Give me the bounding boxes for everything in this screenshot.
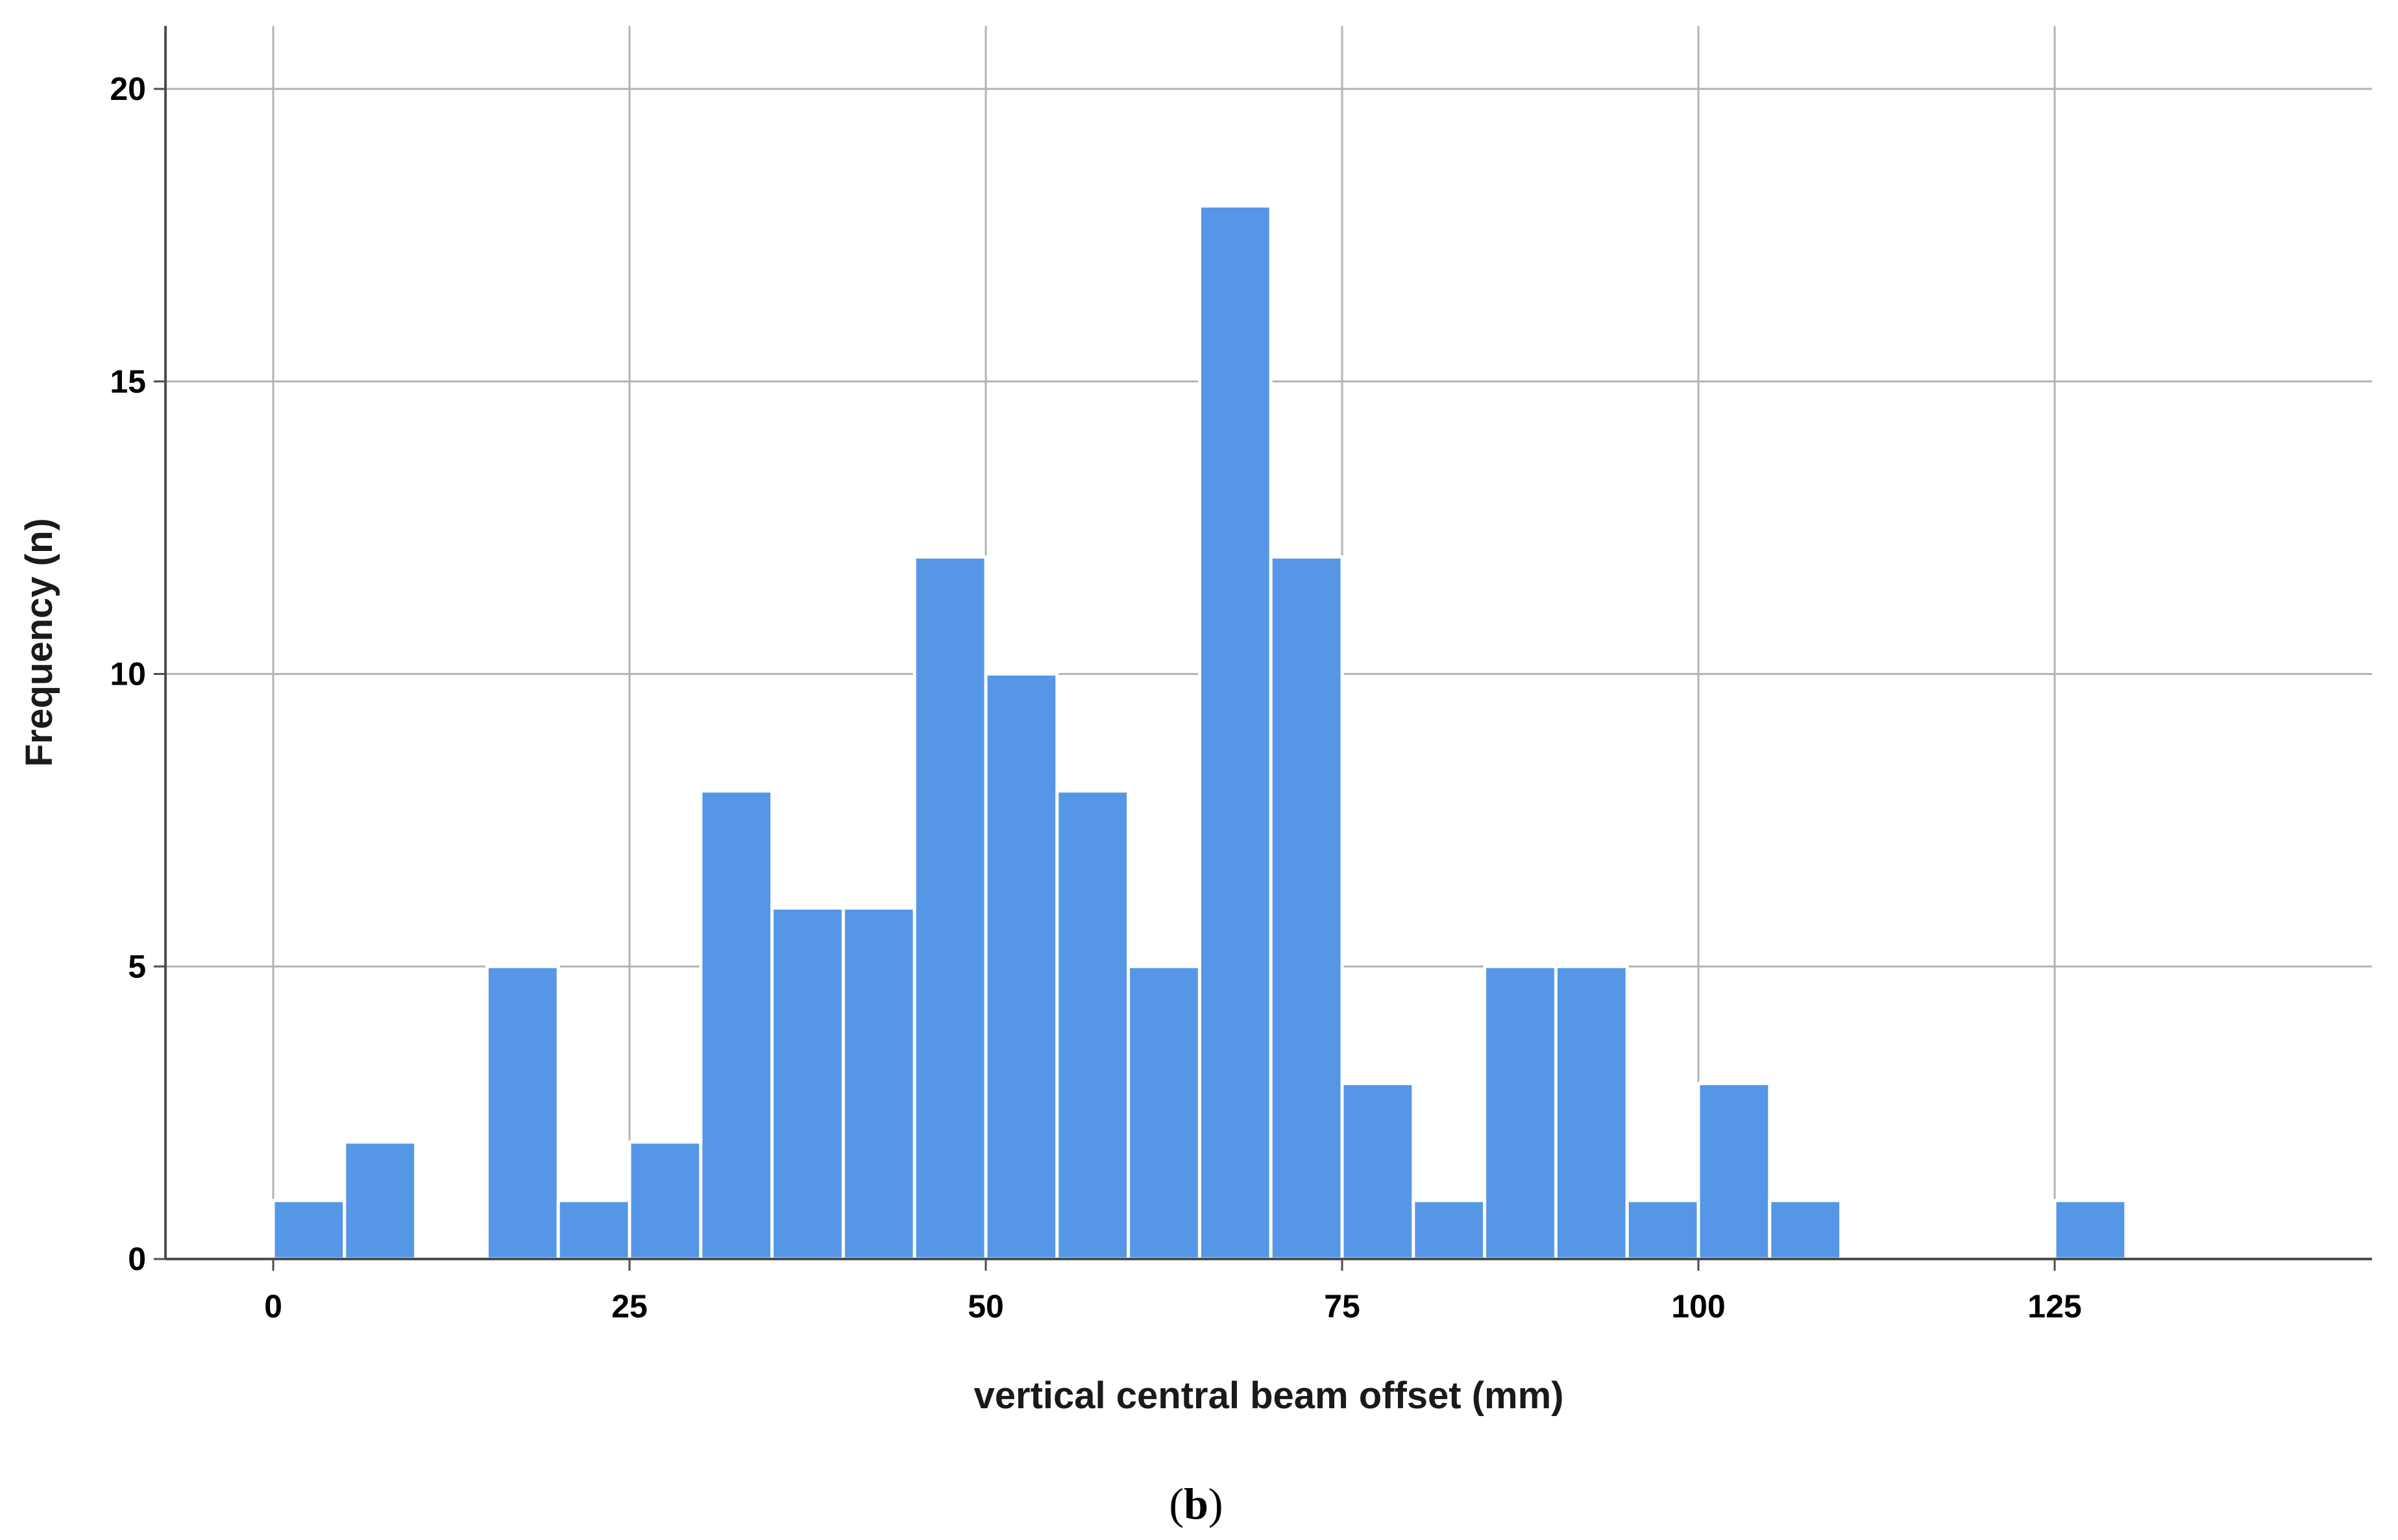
- x-tick-label: 0: [264, 1288, 282, 1325]
- histogram-bar: [485, 964, 560, 1261]
- caption-open-paren: (: [1169, 1479, 1184, 1528]
- histogram-bar: [1055, 789, 1131, 1261]
- x-tick-label: 125: [2027, 1288, 2081, 1325]
- histogram-bar: [1768, 1199, 1843, 1261]
- histogram-bar: [1696, 1082, 1772, 1261]
- x-tick-label: 75: [1324, 1288, 1360, 1325]
- x-tick-label: 25: [611, 1288, 648, 1325]
- histogram-bar: [1269, 555, 1344, 1261]
- histogram-bar: [1483, 964, 1558, 1261]
- histogram-bar: [1340, 1082, 1415, 1261]
- histogram-bar: [841, 906, 916, 1261]
- histogram-bar: [770, 906, 845, 1261]
- y-tick-label: 20: [110, 71, 146, 107]
- histogram-bar: [984, 672, 1059, 1261]
- figure-caption: (b): [1169, 1479, 1223, 1528]
- histogram-bar: [343, 1140, 418, 1261]
- histogram-bar: [699, 789, 774, 1261]
- histogram-bar: [2053, 1199, 2128, 1261]
- histogram-bar: [1127, 964, 1201, 1261]
- chart-axes: [164, 26, 2372, 1260]
- y-tick-label: 0: [128, 1241, 146, 1277]
- y-axis-title: Frequency (n): [18, 518, 60, 767]
- y-tick-label: 10: [110, 656, 146, 692]
- caption-close-paren: ): [1208, 1479, 1223, 1528]
- histogram-bar: [1625, 1199, 1700, 1261]
- y-tick-label: 5: [128, 948, 146, 984]
- caption-letter: b: [1184, 1479, 1208, 1528]
- histogram-bar: [1554, 964, 1629, 1261]
- histogram-bar: [271, 1199, 347, 1261]
- x-tick-label: 50: [968, 1288, 1004, 1325]
- histogram-bar: [556, 1199, 631, 1261]
- x-axis-title: vertical central beam offset (mm): [974, 1375, 1564, 1417]
- histogram-bar: [628, 1140, 703, 1261]
- histogram-bars: [271, 204, 2128, 1261]
- y-tick-label: 15: [110, 363, 146, 400]
- y-axis-ticks: 0 5 10 15 20: [110, 71, 165, 1277]
- x-tick-label: 100: [1671, 1288, 1725, 1325]
- histogram-bar: [1412, 1199, 1487, 1261]
- x-axis-ticks: 0 25 50 75 100 125: [264, 1259, 2082, 1325]
- histogram-bar: [912, 555, 988, 1261]
- histogram-bar: [1197, 204, 1273, 1261]
